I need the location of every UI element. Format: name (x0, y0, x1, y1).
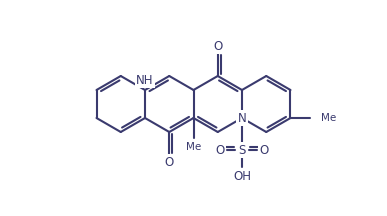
Text: N: N (238, 111, 247, 124)
Text: O: O (213, 40, 223, 52)
Text: O: O (164, 156, 174, 168)
Text: S: S (238, 143, 246, 157)
Text: O: O (259, 143, 269, 157)
Text: Me: Me (322, 113, 337, 123)
Text: NH: NH (136, 73, 154, 86)
Text: Me: Me (186, 142, 201, 152)
Text: O: O (216, 143, 224, 157)
Text: OH: OH (233, 170, 251, 183)
